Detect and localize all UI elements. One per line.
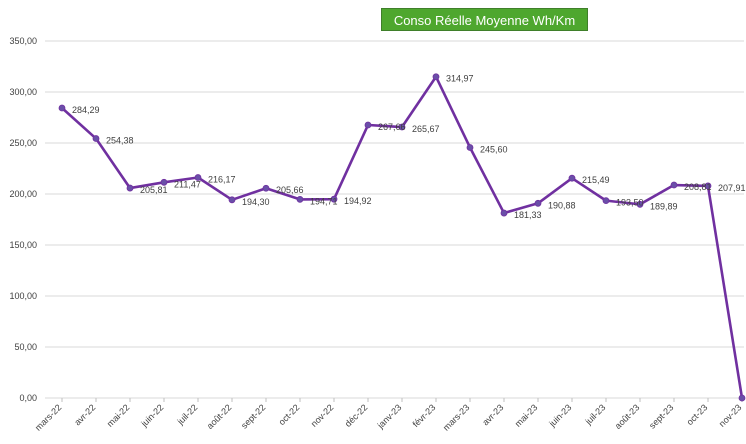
- data-point-9: [364, 121, 372, 129]
- x-tick-label-0: mars-22: [33, 402, 63, 432]
- data-label-14: 190,88: [548, 200, 576, 210]
- data-label-6: 205,66: [276, 185, 304, 195]
- data-point-4: [194, 174, 202, 181]
- data-point-1: [92, 135, 100, 142]
- data-point-7: [296, 195, 304, 203]
- data-label-19: 207,91: [718, 183, 746, 193]
- x-tick-label-19: oct-23: [685, 402, 710, 427]
- y-tick-label-6: 300,00: [9, 87, 37, 97]
- y-tick-label-1: 50,00: [14, 342, 37, 352]
- data-label-13: 181,33: [514, 210, 542, 220]
- x-tick-label-18: sept-23: [647, 402, 675, 430]
- x-tick-label-14: mai-23: [513, 402, 540, 429]
- data-point-19: [704, 182, 712, 190]
- x-tick-label-12: mars-23: [441, 402, 471, 432]
- data-label-5: 194,30: [242, 197, 270, 207]
- data-label-7: 194,71: [310, 196, 338, 206]
- data-point-17: [636, 200, 644, 208]
- x-tick-label-11: févr-23: [411, 402, 438, 429]
- x-tick-label-5: août-22: [205, 402, 234, 431]
- y-tick-label-5: 250,00: [9, 138, 37, 148]
- data-label-8: 194,92: [344, 196, 372, 206]
- data-label-17: 189,89: [650, 201, 678, 211]
- data-label-0: 284,29: [72, 105, 100, 115]
- data-label-10: 265,67: [412, 124, 440, 134]
- data-label-3: 211,47: [174, 179, 201, 189]
- data-point-0: [58, 104, 66, 112]
- x-tick-label-8: nov-22: [309, 402, 336, 429]
- x-tick-label-17: août-23: [613, 402, 642, 431]
- x-tick-label-2: mai-22: [105, 402, 132, 429]
- data-point-20: [738, 394, 746, 402]
- y-tick-label-2: 100,00: [9, 291, 37, 301]
- y-tick-label-3: 150,00: [9, 240, 37, 250]
- x-tick-label-7: oct-22: [277, 402, 302, 427]
- x-axis-tick-labels: mars-22 avr-22 mai-22 juin-22 juil-22 août-22…: [33, 402, 743, 432]
- data-point-11: [432, 73, 440, 81]
- data-label-11: 314,97: [446, 74, 474, 84]
- y-tick-label-0: 0,00: [19, 393, 37, 403]
- gridlines: [45, 40, 744, 402]
- y-tick-label-7: 350,00: [9, 36, 37, 46]
- x-tick-label-1: avr-22: [72, 402, 97, 427]
- data-point-6: [262, 184, 270, 192]
- chart-title: Conso Réelle Moyenne Wh/Km: [381, 8, 588, 31]
- x-tick-label-10: janv-23: [375, 402, 404, 431]
- x-tick-label-15: juin-23: [547, 402, 574, 429]
- x-tick-label-6: sept-22: [239, 402, 267, 430]
- data-label-18: 208,81: [684, 182, 712, 192]
- data-point-2: [126, 184, 134, 192]
- data-labels: 284,29 254,38 205,81 211,47 216,17 194,30 205,…: [72, 74, 746, 220]
- data-label-12: 245,60: [480, 144, 508, 154]
- data-point-8: [330, 195, 338, 203]
- x-tick-label-4: juil-22: [175, 402, 200, 427]
- x-tick-label-20: nov-23: [717, 402, 744, 429]
- data-points: [58, 73, 746, 402]
- data-label-9: 267,66: [378, 122, 406, 132]
- data-point-15: [568, 174, 576, 182]
- data-label-2: 205,81: [140, 185, 168, 195]
- data-label-16: 193,50: [616, 198, 644, 208]
- x-tick-label-9: déc-22: [343, 402, 370, 429]
- x-tick-label-13: avr-23: [480, 402, 505, 427]
- data-label-4: 216,17: [208, 175, 236, 185]
- data-point-12: [466, 144, 474, 151]
- data-label-15: 215,49: [582, 175, 610, 185]
- data-point-5: [228, 196, 236, 204]
- data-point-16: [602, 197, 610, 205]
- data-point-10: [398, 123, 406, 131]
- x-tick-label-16: juil-23: [583, 402, 608, 427]
- x-tick-label-3: juin-22: [139, 402, 166, 429]
- y-tick-label-4: 200,00: [9, 189, 37, 199]
- data-point-13: [500, 209, 508, 217]
- data-point-14: [534, 199, 542, 207]
- y-axis-tick-labels: 0,00 50,00 100,00 150,00 200,00 250,00 300,00 3…: [9, 36, 37, 403]
- data-point-18: [670, 181, 678, 189]
- data-point-3: [160, 178, 168, 186]
- data-label-1: 254,38: [106, 136, 134, 146]
